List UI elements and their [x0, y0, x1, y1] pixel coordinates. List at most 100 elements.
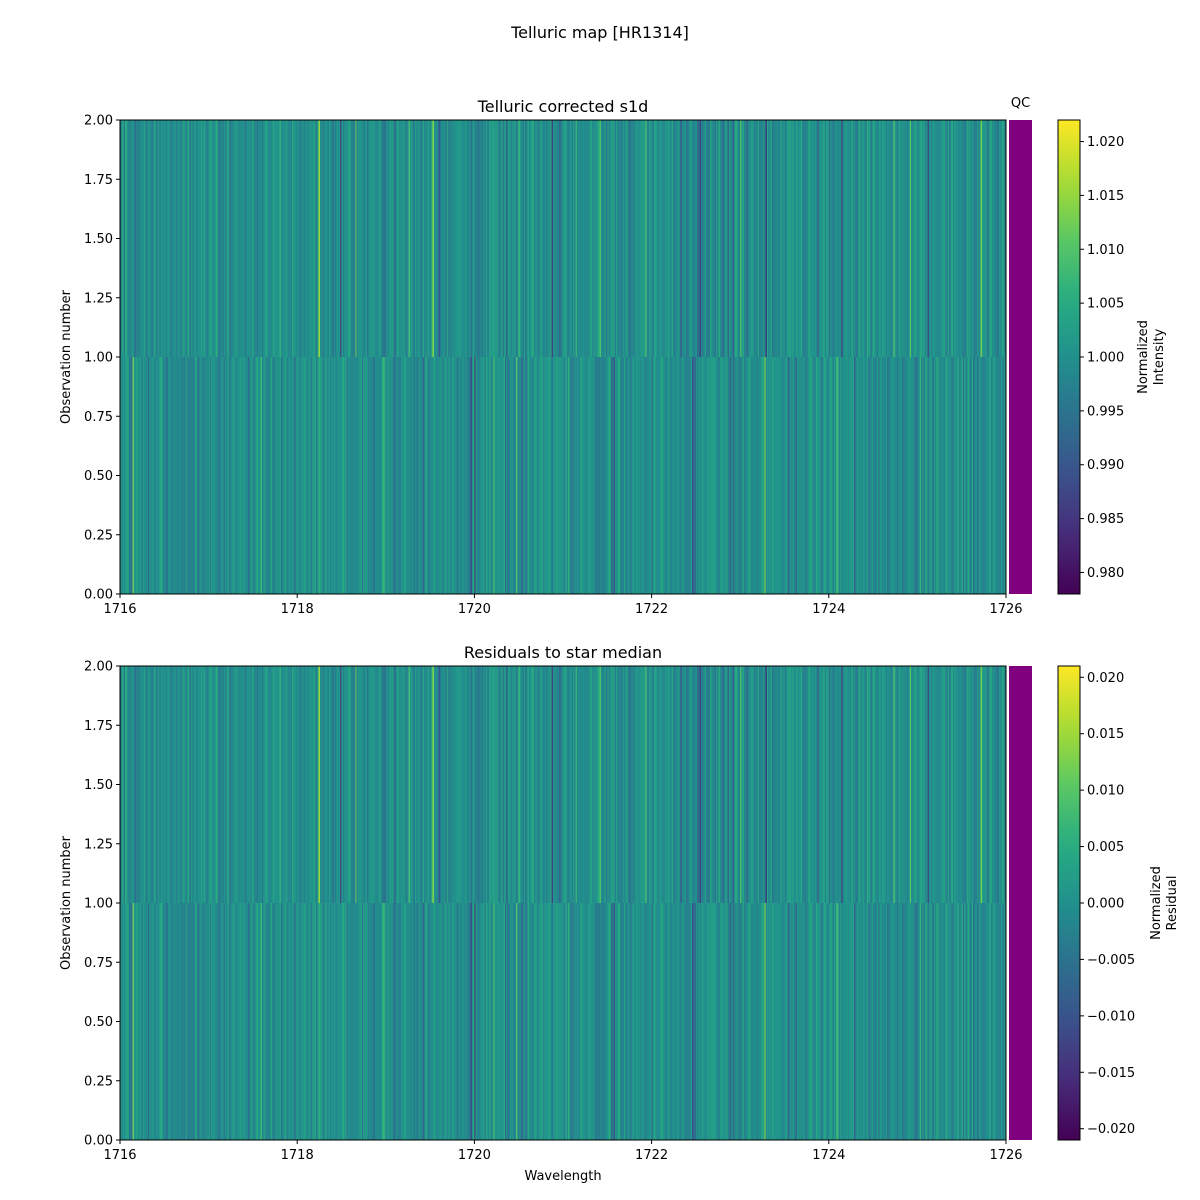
- heatmap-cell: [542, 357, 545, 594]
- heatmap-cell: [201, 903, 203, 1140]
- heatmap-cell: [256, 120, 259, 357]
- heatmap-cell: [478, 666, 481, 903]
- heatmap-cell: [149, 357, 151, 594]
- heatmap-cell: [625, 903, 627, 1140]
- heatmap-cell: [952, 357, 955, 594]
- heatmap-cell: [806, 120, 808, 357]
- heatmap-cell: [169, 903, 172, 1140]
- heatmap-cell: [612, 666, 615, 903]
- heatmap-cell: [394, 357, 397, 594]
- heatmap-cell: [140, 666, 143, 903]
- heatmap-cell: [769, 357, 772, 594]
- heatmap-cell: [722, 903, 725, 1140]
- heatmap-cell: [427, 120, 430, 357]
- heatmap-cell: [374, 666, 377, 903]
- heatmap-cell: [690, 903, 693, 1140]
- heatmap-cell: [245, 357, 248, 594]
- heatmap-cell: [744, 903, 746, 1140]
- heatmap-cell: [768, 903, 770, 1140]
- heatmap-cell: [735, 357, 738, 594]
- heatmap-cell: [584, 120, 587, 357]
- heatmap-cell: [903, 120, 906, 357]
- heatmap-cell: [662, 120, 665, 357]
- heatmap-cell: [130, 666, 132, 903]
- heatmap-cell: [874, 666, 877, 903]
- heatmap-cell: [223, 903, 226, 1140]
- heatmap-cell: [355, 666, 358, 903]
- heatmap-cell: [404, 357, 407, 594]
- heatmap-cell: [331, 666, 334, 903]
- heatmap-cell: [552, 666, 555, 903]
- heatmap-cell: [268, 120, 270, 357]
- heatmap-cell: [606, 903, 608, 1140]
- heatmap-cell: [617, 666, 620, 903]
- heatmap-cell: [365, 666, 368, 903]
- heatmap-cell: [279, 903, 282, 1140]
- heatmap-cell: [364, 666, 367, 903]
- heatmap-cell: [461, 357, 464, 594]
- heatmap-cell: [332, 903, 335, 1140]
- heatmap-cell: [319, 666, 322, 903]
- heatmap-cell: [747, 666, 750, 903]
- heatmap-cell: [241, 120, 244, 357]
- heatmap-cell: [623, 903, 626, 1140]
- heatmap-cell: [140, 120, 143, 357]
- heatmap-cell: [527, 666, 530, 903]
- heatmap-cell: [880, 120, 883, 357]
- heatmap-cell: [303, 357, 306, 594]
- heatmap-cell: [227, 120, 230, 357]
- heatmap-cell: [164, 120, 167, 357]
- heatmap-cell: [592, 357, 594, 594]
- colorbar-tick-label: 1.020: [1087, 135, 1124, 150]
- heatmap-cell: [440, 357, 443, 594]
- heatmap-cell: [703, 903, 706, 1140]
- heatmap-cell: [845, 120, 848, 357]
- heatmap-cell: [542, 120, 545, 357]
- heatmap-cell: [832, 903, 835, 1140]
- heatmap-cell: [132, 666, 135, 903]
- heatmap-cell: [1000, 120, 1003, 357]
- heatmap-cell: [145, 357, 148, 594]
- heatmap-cell: [737, 666, 740, 903]
- heatmap-cell: [480, 666, 483, 903]
- heatmap-cell: [341, 120, 344, 357]
- heatmap-cell: [222, 357, 225, 594]
- heatmap-cell: [208, 120, 211, 357]
- heatmap-cell: [936, 120, 939, 357]
- heatmap-cell: [976, 666, 979, 903]
- heatmap-cell: [376, 666, 379, 903]
- heatmap-cell: [459, 903, 462, 1140]
- heatmap-cell: [155, 357, 158, 594]
- heatmap-cell: [121, 903, 124, 1140]
- heatmap-cell: [485, 357, 488, 594]
- qc-status-bar: [1009, 120, 1032, 594]
- heatmap-cell: [444, 666, 446, 903]
- heatmap-cell: [352, 903, 355, 1140]
- heatmap-cell: [295, 666, 298, 903]
- heatmap-cell: [822, 903, 825, 1140]
- heatmap-cell: [707, 666, 710, 903]
- heatmap-cell: [621, 357, 624, 594]
- heatmap-cell: [141, 120, 144, 357]
- heatmap-cell: [363, 903, 365, 1140]
- heatmap-cell: [333, 357, 336, 594]
- heatmap-cell: [625, 666, 627, 903]
- heatmap-cell: [636, 120, 639, 357]
- colorbar-tick-label: 1.010: [1087, 243, 1124, 258]
- heatmap-cell: [581, 903, 584, 1140]
- heatmap-cell: [765, 357, 768, 594]
- heatmap-cell: [457, 903, 460, 1140]
- heatmap-cell: [574, 903, 577, 1140]
- heatmap-cell: [731, 120, 734, 357]
- heatmap-cell: [594, 666, 597, 903]
- heatmap-cell: [375, 903, 378, 1140]
- heatmap-cell: [430, 357, 432, 594]
- heatmap-cell: [409, 903, 412, 1140]
- heatmap-cell: [531, 666, 534, 903]
- heatmap-cell: [308, 666, 311, 903]
- heatmap-cell: [466, 357, 469, 594]
- heatmap-cell: [835, 357, 837, 594]
- heatmap-cell: [365, 120, 368, 357]
- heatmap-cell: [749, 666, 751, 903]
- heatmap-cell: [762, 120, 765, 357]
